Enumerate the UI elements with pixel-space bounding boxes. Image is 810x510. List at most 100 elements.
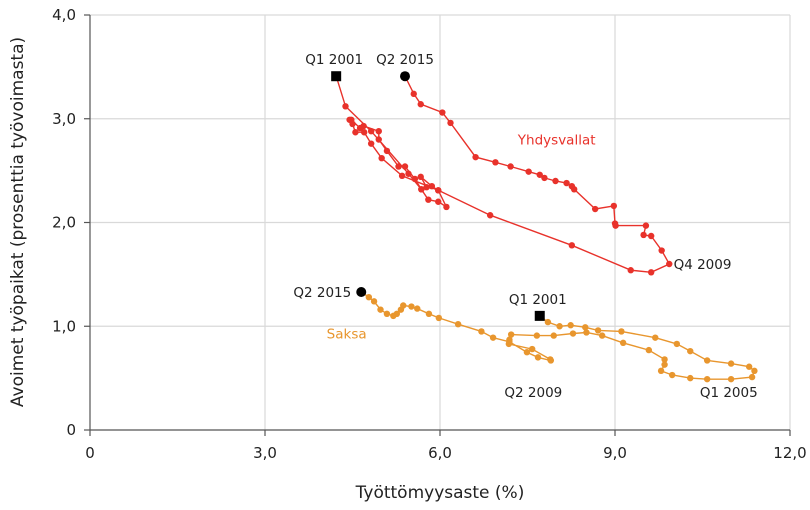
start-marker-square	[331, 71, 342, 82]
data-point	[360, 129, 368, 136]
end-marker-circle	[356, 287, 367, 298]
data-point	[591, 205, 599, 213]
data-point	[507, 163, 514, 170]
data-point	[439, 109, 446, 116]
data-point	[417, 173, 424, 181]
data-point	[383, 310, 391, 317]
series-layer	[332, 73, 758, 383]
data-point	[428, 182, 436, 190]
x-tick-label: 9,0	[603, 444, 627, 462]
data-point	[673, 340, 681, 348]
data-point	[619, 339, 627, 347]
data-point	[492, 159, 499, 166]
data-point	[435, 314, 443, 322]
data-point	[398, 172, 406, 180]
data-point	[367, 128, 375, 135]
x-axis-label: Työttömyysaste (%)	[355, 483, 525, 503]
x-tick-label: 0	[85, 444, 95, 462]
data-point	[657, 367, 665, 375]
data-point	[642, 222, 650, 229]
grid	[90, 14, 791, 430]
data-point	[727, 360, 735, 367]
data-point	[533, 332, 541, 339]
data-point	[375, 136, 382, 143]
data-point	[489, 334, 497, 341]
data-point	[367, 140, 375, 147]
data-point	[377, 306, 384, 313]
data-point	[544, 318, 552, 326]
data-point	[550, 332, 557, 339]
data-point	[541, 174, 548, 182]
annotation-label: Yhdysvallat	[517, 133, 596, 149]
y-tick-label: 2,0	[52, 214, 76, 232]
data-point	[640, 231, 647, 239]
data-point	[668, 371, 676, 379]
data-point	[568, 242, 576, 249]
data-point	[647, 269, 655, 276]
data-point	[552, 177, 559, 185]
data-point	[748, 373, 756, 381]
y-tick-label: 0	[66, 421, 76, 439]
data-point	[687, 347, 694, 355]
data-point	[410, 90, 417, 98]
data-point	[349, 120, 356, 128]
annotation-label: Q2 2015	[376, 52, 434, 68]
data-point	[583, 329, 590, 336]
data-point	[658, 247, 665, 254]
data-point	[611, 220, 619, 227]
data-point	[506, 338, 513, 346]
data-point	[751, 367, 758, 375]
start-marker-square	[534, 310, 545, 321]
data-point	[365, 294, 373, 301]
data-point	[523, 348, 531, 356]
data-point	[375, 128, 382, 135]
annotation-label: Q4 2009	[674, 257, 732, 273]
data-point	[478, 328, 485, 335]
data-point	[525, 168, 532, 175]
data-point	[727, 375, 735, 383]
data-point	[383, 147, 391, 155]
y-tick-label: 3,0	[52, 110, 76, 128]
data-point	[435, 187, 442, 194]
data-point	[569, 330, 577, 337]
data-point	[411, 175, 419, 183]
data-point	[594, 327, 602, 334]
data-point	[352, 129, 359, 136]
data-point	[598, 332, 606, 339]
annotation-label: Q1 2001	[305, 52, 363, 68]
data-point	[370, 298, 378, 305]
data-point	[418, 186, 425, 193]
annotations: Q1 2001 Q2 2015 Yhdysvallat Q4 2009 Q2 2015 Q…	[293, 52, 757, 401]
data-point	[567, 322, 574, 329]
y-axis-label: Avoimet työpaikat (prosenttia työvoimast…	[8, 37, 28, 407]
data-point	[401, 163, 409, 170]
data-point	[390, 312, 397, 320]
data-point	[661, 361, 668, 368]
data-point	[486, 212, 494, 219]
data-point	[703, 357, 711, 364]
data-point	[627, 267, 634, 274]
data-point	[645, 346, 653, 354]
data-point	[378, 154, 385, 162]
data-point	[618, 328, 625, 335]
data-point	[563, 179, 570, 187]
data-point	[507, 331, 515, 338]
data-point	[447, 119, 454, 127]
axes	[84, 14, 791, 436]
data-point	[536, 171, 543, 178]
data-point	[395, 163, 402, 170]
data-point	[610, 202, 618, 210]
y-tick-label: 1,0	[52, 317, 76, 335]
series-line-yhdysvallat	[335, 75, 671, 274]
data-point	[342, 103, 349, 110]
annotation-label: Q1 2001	[509, 292, 567, 308]
annotation-label: Q1 2005	[700, 385, 758, 401]
data-point	[661, 356, 668, 363]
data-point	[703, 375, 711, 383]
data-point	[425, 310, 433, 317]
end-marker-circle	[400, 71, 410, 82]
data-point	[568, 182, 576, 190]
annotation-label: Q2 2015	[293, 285, 351, 301]
data-point	[647, 232, 655, 240]
